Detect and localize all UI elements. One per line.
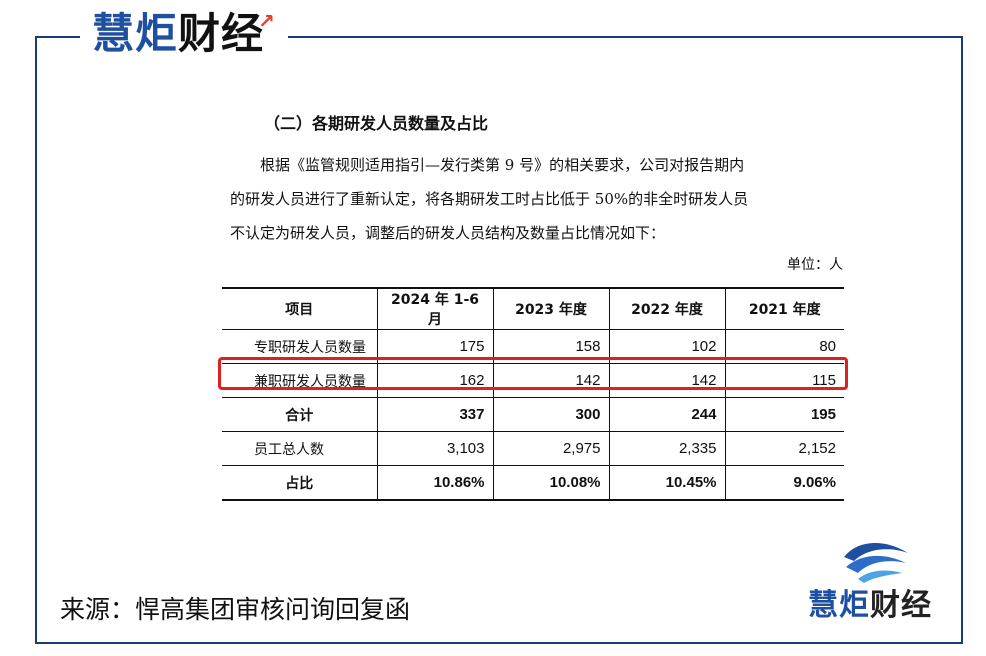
table-cell: 2,152 xyxy=(724,431,844,466)
source-caption: 来源：悍高集团审核问询回复函 xyxy=(60,595,411,624)
table-cell: 10.86% xyxy=(376,465,493,501)
footer-brand-part1: 慧炬 xyxy=(808,588,870,623)
column-header: 2022 年度 xyxy=(608,288,725,330)
table-cell: 3,103 xyxy=(376,431,493,466)
document-excerpt: （二）各期研发人员数量及占比 根据《监管规则适用指引—发行类第 9 号》的相关要… xyxy=(230,110,845,274)
column-header: 2023 年度 xyxy=(492,288,609,330)
column-header: 2021 年度 xyxy=(724,288,844,330)
highlight-box xyxy=(218,357,848,390)
paragraph-line-3: 不认定为研发人员，调整后的研发人员结构及数量占比情况如下： xyxy=(230,224,666,242)
table-cell: 244 xyxy=(608,397,725,432)
table-row: 兼职研发人员数量 162 142 142 115 xyxy=(222,363,844,398)
table-header-row: 项目 2024 年 1-6 月 2023 年度 2022 年度 2021 年度 xyxy=(222,288,844,330)
unit-label: 单位：人 xyxy=(787,257,843,273)
table-cell: 142 xyxy=(492,363,609,398)
row-label: 员工总人数 xyxy=(222,431,377,466)
footer-brand-part2: 财经 xyxy=(870,588,932,623)
column-header: 2024 年 1-6 月 xyxy=(376,288,493,330)
table-row: 合计 337 300 244 195 xyxy=(222,397,844,432)
table-cell: 2,335 xyxy=(608,431,725,466)
table-row: 占比 10.86% 10.08% 10.45% 9.06% xyxy=(222,465,844,501)
table-cell: 300 xyxy=(492,397,609,432)
footer-logo: 慧炬财经 xyxy=(808,535,948,630)
footer-brand-text: 慧炬财经 xyxy=(808,591,932,621)
table-cell: 115 xyxy=(724,363,844,398)
paragraph-line-1: 根据《监管规则适用指引—发行类第 9 号》的相关要求，公司对报告期内 xyxy=(260,156,745,174)
table-cell: 10.08% xyxy=(492,465,609,501)
column-header: 项目 xyxy=(222,288,377,330)
brand-part2: 财经 xyxy=(178,9,265,58)
table-cell: 162 xyxy=(376,363,493,398)
content-frame xyxy=(35,36,963,644)
header-logo: 慧炬 财经 ↗ xyxy=(80,6,288,62)
table-cell: 195 xyxy=(724,397,844,432)
section-title: （二）各期研发人员数量及占比 xyxy=(264,114,489,133)
row-label: 合计 xyxy=(222,397,377,432)
paragraph-line-2: 的研发人员进行了重新认定，将各期研发工时占比低于 50%的非全时研发人员 xyxy=(230,190,749,208)
table-cell: 337 xyxy=(376,397,493,432)
table-cell: 2,975 xyxy=(492,431,609,466)
row-label: 占比 xyxy=(222,465,377,501)
spark-icon: ↗ xyxy=(258,9,276,33)
wave-logo-icon xyxy=(844,542,908,583)
table-cell: 9.06% xyxy=(724,465,844,501)
rd-staff-table: 项目 2024 年 1-6 月 2023 年度 2022 年度 2021 年度 … xyxy=(222,287,844,501)
row-label: 兼职研发人员数量 xyxy=(222,363,377,398)
table-row: 员工总人数 3,103 2,975 2,335 2,152 xyxy=(222,431,844,466)
table-cell: 10.45% xyxy=(608,465,725,501)
table-cell: 142 xyxy=(608,363,725,398)
brand-part1: 慧炬 xyxy=(92,9,179,58)
